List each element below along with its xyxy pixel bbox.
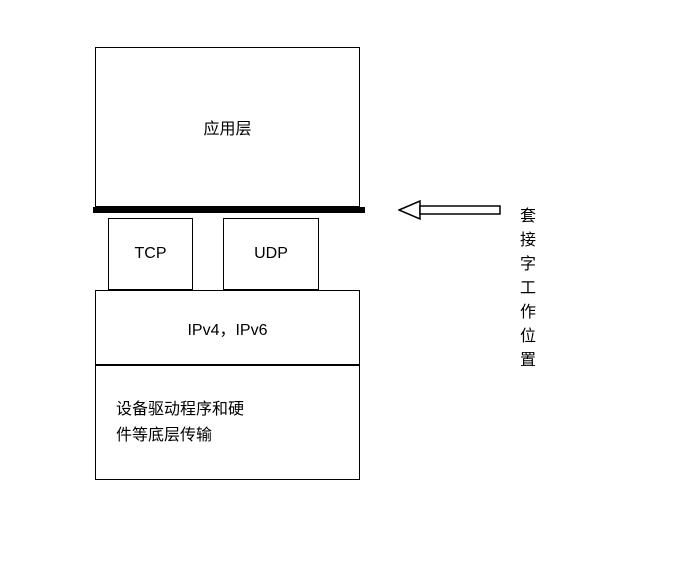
udp-label: UDP xyxy=(254,245,288,263)
device-layer-line1: 设备驱动程序和硬 xyxy=(116,397,244,423)
application-layer-box: 应用层 xyxy=(95,47,360,207)
network-layer-box: IPv4，IPv6 xyxy=(95,290,360,365)
application-layer-label: 应用层 xyxy=(203,115,251,139)
device-layer-line2: 件等底层传输 xyxy=(116,423,244,449)
network-layer-label: IPv4，IPv6 xyxy=(187,316,267,340)
socket-annotation-label: 套接字工作位置 xyxy=(520,202,536,370)
tcp-label: TCP xyxy=(135,245,167,263)
tcp-box: TCP xyxy=(108,218,193,290)
arrow-left-icon xyxy=(398,198,502,222)
socket-divider-line xyxy=(93,207,365,213)
socket-annotation-text: 套接字工作位置 xyxy=(520,208,536,369)
device-layer-text: 设备驱动程序和硬 件等底层传输 xyxy=(116,397,244,448)
device-layer-box: 设备驱动程序和硬 件等底层传输 xyxy=(95,365,360,480)
udp-box: UDP xyxy=(223,218,319,290)
